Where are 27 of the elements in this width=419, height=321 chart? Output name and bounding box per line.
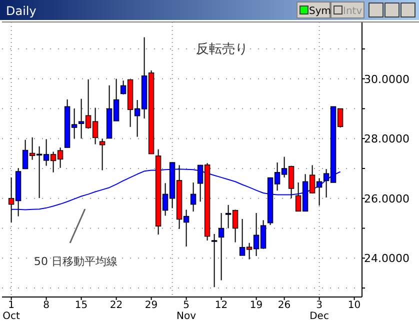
candlestick	[99, 138, 106, 171]
x-tick-label: 1	[8, 300, 14, 311]
x-tick-label: 26	[278, 300, 291, 311]
button: Intv	[330, 2, 364, 18]
y-tick-label: 24.0000	[364, 252, 410, 266]
text: Oct	[2, 311, 20, 321]
x-tick-label: 12	[214, 300, 228, 311]
x-tick-label: 29	[144, 300, 158, 311]
x-tick-label: 8	[43, 300, 50, 311]
annotation: 50 日移動平均線	[34, 255, 118, 268]
annotation: 反転売り	[196, 42, 248, 57]
x-tick-label: 5	[183, 300, 190, 311]
x-tick-label: 3	[316, 300, 322, 311]
candlestick	[211, 233, 218, 288]
text: Dec	[310, 311, 329, 321]
text: Nov	[176, 311, 196, 321]
button: Sym	[296, 2, 332, 18]
y-tick-label: 30.0000	[364, 72, 410, 86]
x-tick-label: 15	[74, 300, 88, 311]
y-tick-label: 28.0000	[364, 132, 410, 146]
x-tick-label: 19	[250, 300, 263, 311]
candlestick	[218, 212, 224, 281]
y-tick-label: 26.0000	[364, 192, 410, 206]
x-tick-label: 10	[348, 300, 361, 311]
candlestick	[190, 182, 196, 212]
chart-title: Daily	[6, 4, 36, 18]
x-tick-label: 22	[110, 300, 123, 311]
